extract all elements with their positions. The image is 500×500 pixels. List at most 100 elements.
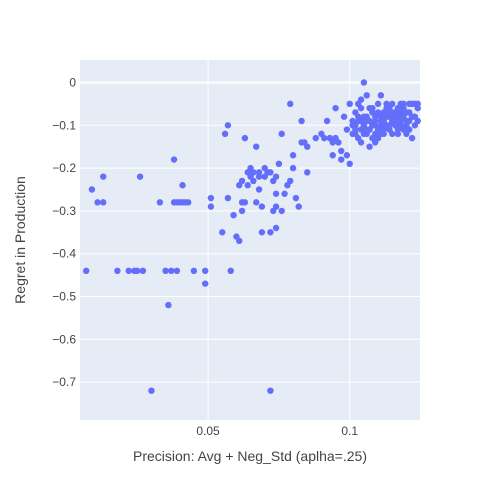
data-point[interactable] [165,301,172,309]
data-point[interactable] [207,194,215,202]
data-point[interactable] [272,173,280,180]
data-point[interactable] [170,156,178,163]
data-point[interactable] [253,143,260,150]
data-point[interactable] [255,186,263,193]
data-point[interactable] [408,134,416,142]
data-point[interactable] [312,134,319,142]
data-point[interactable] [338,147,345,155]
data-point[interactable] [185,199,192,206]
data-point[interactable] [289,164,297,172]
data-point[interactable] [349,122,356,129]
data-point[interactable] [224,122,232,129]
data-point[interactable] [156,199,164,206]
data-point[interactable] [332,104,339,112]
data-point[interactable] [357,96,365,103]
data-point[interactable] [355,117,362,125]
data-point[interactable] [202,280,209,287]
data-point[interactable] [352,130,359,138]
data-point[interactable] [88,186,96,193]
data-point[interactable] [241,134,249,142]
data-point[interactable] [343,152,351,159]
data-point[interactable] [287,100,294,108]
data-point[interactable] [400,100,407,108]
data-point[interactable] [363,92,370,99]
data-point[interactable] [219,229,226,236]
data-point[interactable] [298,117,305,125]
data-point[interactable] [230,211,237,219]
data-point[interactable] [258,203,266,210]
data-point[interactable] [83,267,90,275]
data-point[interactable] [380,126,387,133]
data-point[interactable] [202,267,209,275]
data-point[interactable] [357,126,365,133]
data-point[interactable] [389,109,396,116]
data-point[interactable] [366,143,373,150]
data-point[interactable] [238,177,246,185]
data-point[interactable] [238,207,246,215]
data-point[interactable] [329,152,336,159]
data-point[interactable] [275,160,283,167]
data-point[interactable] [244,182,251,189]
data-point[interactable] [360,113,368,120]
data-point[interactable] [236,237,243,245]
data-point[interactable] [100,199,107,206]
data-point[interactable] [250,177,257,185]
data-point[interactable] [190,267,198,275]
data-point[interactable] [173,267,181,275]
data-point[interactable] [224,194,232,202]
data-point[interactable] [289,152,297,159]
data-point[interactable] [227,267,234,275]
data-point[interactable] [363,126,370,133]
data-point[interactable] [278,207,285,215]
data-point[interactable] [267,169,274,176]
data-point[interactable] [389,100,396,108]
data-point[interactable] [338,156,345,163]
data-point[interactable] [397,117,404,125]
data-point[interactable] [221,130,229,138]
data-point[interactable] [139,267,147,275]
data-point[interactable] [383,104,390,112]
data-point[interactable] [323,117,331,125]
data-point[interactable] [179,182,186,189]
data-point[interactable] [335,139,342,146]
data-point[interactable] [357,139,365,146]
data-point[interactable] [346,100,353,108]
data-point[interactable] [304,143,311,150]
data-point[interactable] [343,126,351,133]
data-point[interactable] [369,104,376,112]
data-point[interactable] [148,387,155,394]
data-point[interactable] [391,117,399,125]
data-point[interactable] [250,169,257,176]
data-point[interactable] [357,104,365,112]
data-point[interactable] [114,267,121,275]
data-point[interactable] [255,173,263,180]
data-point[interactable] [377,92,385,99]
data-point[interactable] [278,130,285,138]
data-point[interactable] [253,199,260,206]
data-point[interactable] [406,126,413,133]
data-point[interactable] [272,190,280,197]
data-point[interactable] [136,173,144,180]
data-point[interactable] [162,267,169,275]
data-point[interactable] [241,199,249,206]
data-point[interactable] [100,173,107,180]
data-point[interactable] [267,229,274,236]
data-point[interactable] [125,267,132,275]
data-point[interactable] [408,113,416,120]
data-point[interactable] [295,203,302,210]
data-point[interactable] [168,267,175,275]
data-point[interactable] [414,117,421,125]
data-point[interactable] [346,160,353,167]
data-point[interactable] [386,122,393,129]
data-point[interactable] [340,113,348,120]
data-point[interactable] [287,177,294,185]
data-point[interactable] [272,203,280,210]
data-point[interactable] [94,199,101,206]
data-point[interactable] [321,134,328,142]
data-point[interactable] [394,130,402,138]
data-point[interactable] [414,100,421,108]
data-point[interactable] [374,100,382,108]
data-point[interactable] [258,229,266,236]
data-point[interactable] [134,267,141,275]
data-point[interactable] [281,190,288,197]
